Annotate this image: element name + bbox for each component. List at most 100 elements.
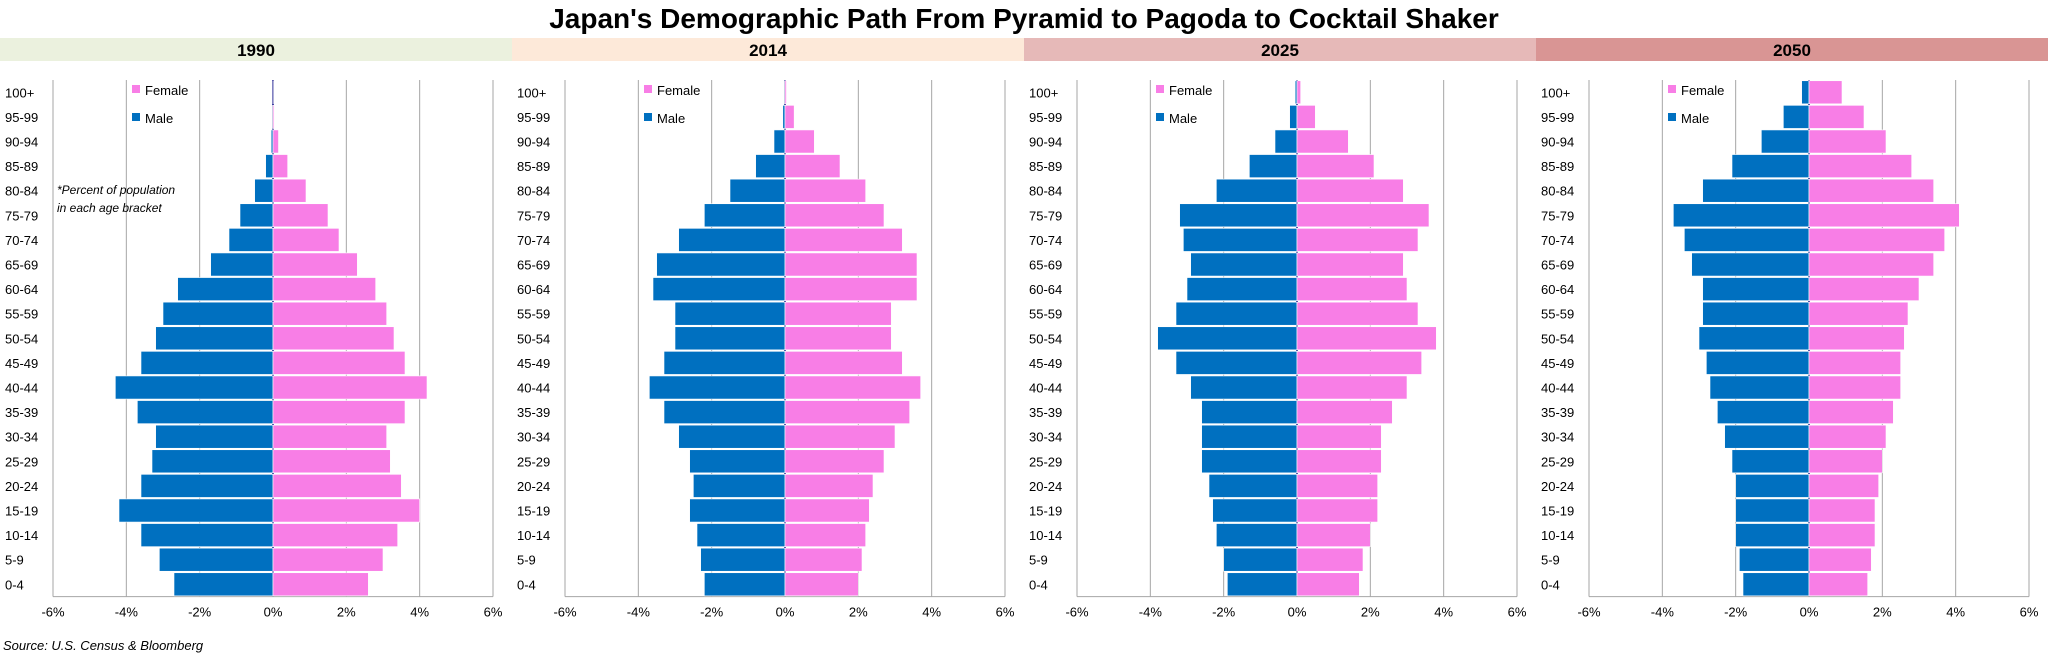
female-bar: [1296, 375, 1408, 400]
male-bar: [1212, 498, 1298, 523]
legend-female-swatch: [132, 85, 140, 93]
male-bar: [1698, 326, 1810, 351]
female-bar: [1808, 80, 1843, 105]
x-tick-label: 0%: [1800, 605, 1819, 620]
y-tick-label: 15-19: [1029, 504, 1062, 519]
y-tick-label: 85-89: [517, 159, 550, 174]
female-bar: [272, 400, 406, 424]
female-bar: [784, 203, 885, 228]
y-tick-label: 85-89: [1029, 159, 1062, 174]
y-tick-label: 0-4: [517, 577, 536, 592]
y-tick-label: 45-49: [1541, 356, 1574, 371]
female-bar: [1808, 547, 1872, 572]
x-tick-label: 0%: [776, 605, 795, 620]
female-bar: [784, 523, 866, 547]
male-bar: [755, 154, 786, 178]
female-bar: [784, 228, 903, 252]
y-tick-label: 70-74: [517, 233, 550, 248]
y-tick-label: 10-14: [517, 528, 550, 543]
y-tick-label: 10-14: [1541, 528, 1574, 543]
legend-female-swatch: [644, 85, 652, 93]
male-bar: [1673, 203, 1810, 228]
y-tick-label: 80-84: [517, 184, 550, 199]
female-bar: [1808, 154, 1912, 178]
x-tick-label: 2%: [849, 605, 868, 620]
female-bar: [272, 547, 384, 572]
male-bar: [1190, 375, 1298, 400]
annotation-line-1: *Percent of population: [57, 183, 175, 197]
male-bar: [1190, 252, 1298, 277]
male-bar: [1249, 154, 1298, 178]
legend-male-swatch: [644, 113, 652, 121]
female-bar: [1808, 252, 1934, 277]
female-bar: [784, 424, 896, 449]
female-bar: [1296, 252, 1404, 277]
female-bar: [1296, 326, 1437, 351]
male-bar: [159, 547, 274, 572]
panel-title: 2050: [1773, 41, 1811, 60]
y-tick-label: 5-9: [1029, 553, 1048, 568]
male-bar: [1208, 474, 1298, 498]
x-tick-label: -4%: [627, 605, 651, 620]
male-bar: [1157, 326, 1298, 351]
y-tick-label: 45-49: [5, 356, 38, 371]
panel-title: 2014: [749, 41, 787, 60]
y-tick-label: 50-54: [1029, 331, 1062, 346]
male-bar: [177, 277, 274, 301]
annotation-line-2: in each age bracket: [57, 201, 162, 215]
y-tick-label: 35-39: [517, 405, 550, 420]
female-bar: [1808, 523, 1876, 547]
female-bar: [1808, 326, 1905, 351]
male-bar: [1216, 178, 1298, 203]
male-bar: [1186, 277, 1298, 301]
x-tick-label: -2%: [1724, 605, 1748, 620]
female-bar: [272, 277, 376, 301]
y-tick-label: 100+: [1541, 85, 1570, 100]
female-bar: [272, 252, 358, 277]
x-tick-label: -6%: [553, 605, 577, 620]
legend-female-label: Female: [145, 83, 188, 98]
x-tick-label: 2%: [337, 605, 356, 620]
x-tick-label: 6%: [2020, 605, 2039, 620]
y-tick-label: 95-99: [517, 110, 550, 125]
female-bar: [1296, 498, 1378, 523]
y-tick-label: 80-84: [1541, 184, 1574, 199]
female-bar: [784, 178, 866, 203]
female-bar: [1808, 178, 1934, 203]
male-bar: [140, 474, 274, 498]
panel-header-band: [512, 38, 1024, 61]
male-bar: [265, 154, 274, 178]
x-tick-label: -2%: [700, 605, 724, 620]
legend-male-swatch: [132, 113, 140, 121]
male-bar: [1201, 424, 1298, 449]
female-bar: [1296, 154, 1375, 178]
male-bar: [704, 572, 786, 597]
female-bar: [272, 203, 329, 228]
y-tick-label: 5-9: [5, 553, 24, 568]
y-tick-label: 75-79: [1029, 208, 1062, 223]
male-bar: [1731, 449, 1810, 474]
female-bar: [1296, 203, 1430, 228]
x-tick-label: -6%: [1577, 605, 1601, 620]
y-tick-label: 75-79: [517, 208, 550, 223]
male-bar: [652, 277, 786, 301]
female-bar: [272, 105, 275, 129]
x-tick-label: -4%: [1651, 605, 1675, 620]
y-tick-label: 85-89: [5, 159, 38, 174]
y-tick-label: 5-9: [517, 553, 536, 568]
y-tick-label: 100+: [1029, 85, 1058, 100]
female-bar: [1296, 474, 1378, 498]
y-tick-label: 90-94: [1541, 135, 1574, 150]
male-bar: [1175, 301, 1298, 326]
female-bar: [1296, 424, 1382, 449]
male-bar: [1702, 301, 1810, 326]
y-tick-label: 50-54: [517, 331, 550, 346]
male-bar: [118, 498, 274, 523]
male-bar: [782, 105, 786, 129]
female-bar: [1808, 105, 1865, 129]
male-bar: [1274, 129, 1298, 154]
y-tick-label: 20-24: [1029, 479, 1062, 494]
x-tick-label: 6%: [1508, 605, 1527, 620]
female-bar: [1296, 277, 1408, 301]
y-tick-label: 25-29: [517, 454, 550, 469]
